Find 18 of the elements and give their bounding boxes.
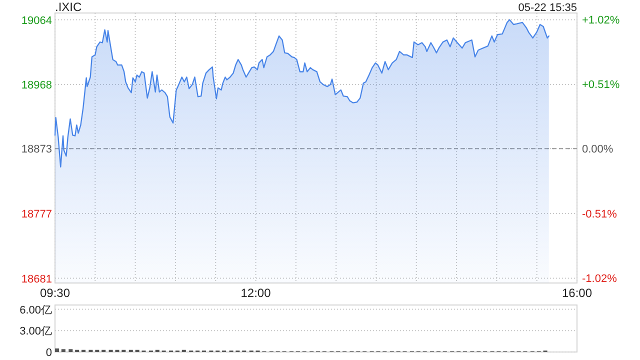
y-tick-label: 18777 — [21, 208, 52, 220]
annotation: 05-22 15:35 — [518, 2, 577, 14]
y-tick-label: 18873 — [21, 144, 52, 156]
x-tick-label: 16:00 — [562, 286, 592, 300]
y2-tick-label: -0.51% — [582, 208, 618, 220]
y-tick-label: 3.00亿 — [20, 326, 52, 338]
y-tick-label: 19064 — [21, 14, 52, 27]
y2-tick-label: +0.51% — [582, 78, 620, 91]
y-tick-label: 6.00亿 — [20, 304, 52, 316]
y2-tick-label: -1.02% — [582, 272, 618, 285]
y-tick-label: 18968 — [21, 80, 52, 92]
y-tick-label: 18681 — [21, 273, 52, 286]
chart-title: .IXIC — [55, 0, 82, 14]
y2-tick-label: +1.02% — [582, 14, 620, 26]
y-tick-label: 0 — [46, 347, 52, 359]
x-tick-label: 09:30 — [40, 286, 70, 300]
y2-tick-label: 0.00% — [582, 144, 614, 156]
x-tick-label: 12:00 — [240, 286, 272, 300]
